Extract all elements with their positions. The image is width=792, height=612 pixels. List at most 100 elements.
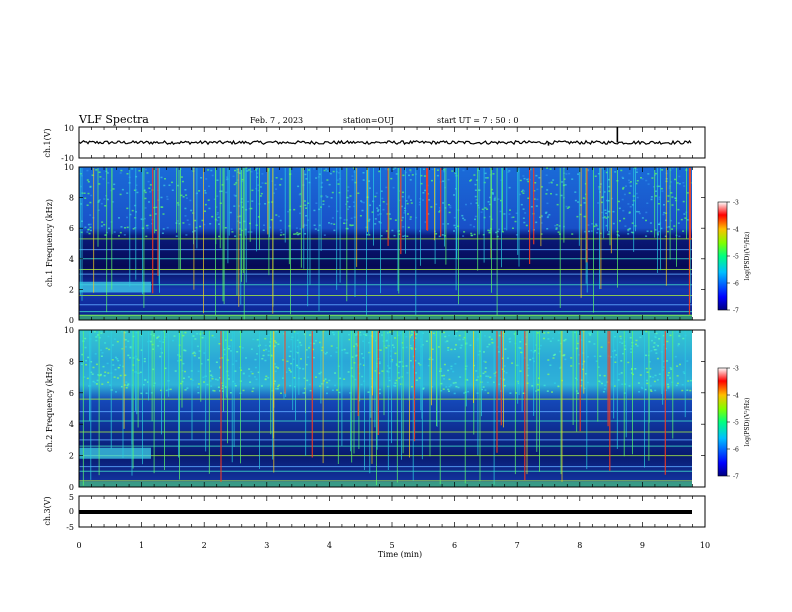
noise-speckle — [248, 207, 251, 210]
noise-speckle — [662, 366, 665, 368]
noise-speckle — [305, 224, 308, 226]
noise-speckle — [678, 335, 681, 337]
noise-speckle — [185, 388, 188, 391]
noise-speckle — [491, 192, 494, 194]
noise-speckle — [590, 230, 593, 232]
noise-speckle — [354, 378, 357, 381]
noise-speckle — [514, 220, 517, 223]
noise-speckle — [474, 195, 477, 198]
noise-speckle — [313, 342, 316, 345]
noise-speckle — [498, 228, 501, 231]
noise-speckle — [500, 199, 502, 202]
noise-speckle — [250, 348, 253, 350]
noise-speckle — [84, 337, 87, 340]
noise-speckle — [376, 207, 379, 209]
noise-speckle — [450, 368, 453, 370]
noise-speckle — [631, 222, 634, 224]
ch3-ytick-mid: 0 — [69, 507, 74, 516]
colorbar-tick-label: -6 — [733, 281, 739, 288]
noise-speckle — [635, 171, 638, 173]
noise-speckle — [347, 208, 350, 210]
noise-speckle — [455, 330, 458, 332]
x-tick-label: 0 — [76, 541, 81, 550]
noise-speckle — [534, 349, 536, 352]
noise-speckle — [598, 380, 601, 382]
noise-speckle — [526, 374, 529, 377]
noise-speckle — [380, 235, 383, 237]
noise-speckle — [84, 226, 87, 229]
noise-speckle — [368, 218, 371, 221]
noise-speckle — [216, 179, 219, 181]
noise-speckle — [264, 182, 267, 185]
noise-speckle — [480, 211, 483, 213]
noise-speckle — [211, 334, 214, 337]
noise-speckle — [553, 382, 556, 384]
noise-speckle — [219, 202, 222, 204]
noise-speckle — [490, 338, 493, 341]
noise-speckle — [100, 332, 103, 334]
noise-speckle — [459, 347, 462, 349]
noise-speckle — [233, 383, 236, 385]
noise-speckle — [100, 225, 103, 227]
noise-speckle — [622, 177, 625, 179]
noise-speckle — [563, 339, 566, 342]
noise-speckle — [289, 350, 292, 353]
noise-speckle — [185, 194, 188, 196]
noise-speckle — [375, 192, 378, 194]
noise-speckle — [463, 219, 466, 221]
noise-speckle — [630, 351, 633, 353]
noise-speckle — [409, 344, 412, 347]
noise-speckle — [530, 349, 533, 352]
noise-speckle — [501, 231, 504, 233]
noise-speckle — [257, 371, 260, 374]
noise-speckle — [322, 200, 325, 202]
noise-speckle — [155, 168, 158, 170]
noise-speckle — [603, 216, 606, 218]
noise-speckle — [84, 197, 87, 199]
noise-speckle — [260, 385, 263, 387]
noise-speckle — [164, 178, 166, 180]
noise-speckle — [593, 355, 596, 358]
noise-speckle — [509, 341, 512, 343]
noise-speckle — [645, 179, 648, 182]
noise-speckle — [89, 186, 92, 188]
noise-speckle — [402, 330, 405, 332]
noise-speckle — [621, 198, 624, 201]
noise-speckle — [126, 384, 129, 387]
colorbar-tick-label: -3 — [733, 366, 739, 373]
noise-speckle — [597, 202, 600, 204]
noise-speckle — [94, 353, 97, 355]
noise-speckle — [194, 352, 197, 355]
noise-speckle — [140, 392, 143, 395]
noise-speckle — [517, 382, 520, 385]
noise-speckle — [405, 346, 408, 349]
noise-speckle — [226, 347, 228, 349]
noise-speckle — [537, 389, 540, 391]
noise-speckle — [667, 372, 670, 374]
noise-speckle — [411, 333, 414, 336]
noise-speckle — [260, 192, 263, 195]
noise-speckle — [124, 374, 127, 376]
noise-speckle — [119, 374, 122, 377]
noise-speckle — [216, 379, 219, 381]
noise-speckle — [209, 370, 212, 372]
noise-speckle — [296, 345, 299, 348]
noise-speckle — [393, 234, 396, 237]
noise-speckle — [328, 379, 331, 382]
noise-speckle — [394, 167, 397, 169]
noise-speckle — [113, 376, 116, 378]
noise-speckle — [87, 229, 90, 231]
noise-speckle — [580, 339, 583, 341]
noise-speckle — [314, 340, 317, 342]
noise-speckle — [547, 373, 550, 376]
noise-speckle — [218, 223, 220, 225]
noise-speckle — [351, 175, 354, 177]
noise-speckle — [303, 223, 306, 226]
noise-speckle — [546, 228, 549, 230]
noise-speckle — [95, 336, 98, 338]
noise-speckle — [376, 210, 379, 212]
noise-speckle — [288, 346, 290, 348]
noise-speckle — [533, 198, 536, 200]
noise-speckle — [682, 337, 685, 340]
noise-speckle — [117, 359, 120, 362]
